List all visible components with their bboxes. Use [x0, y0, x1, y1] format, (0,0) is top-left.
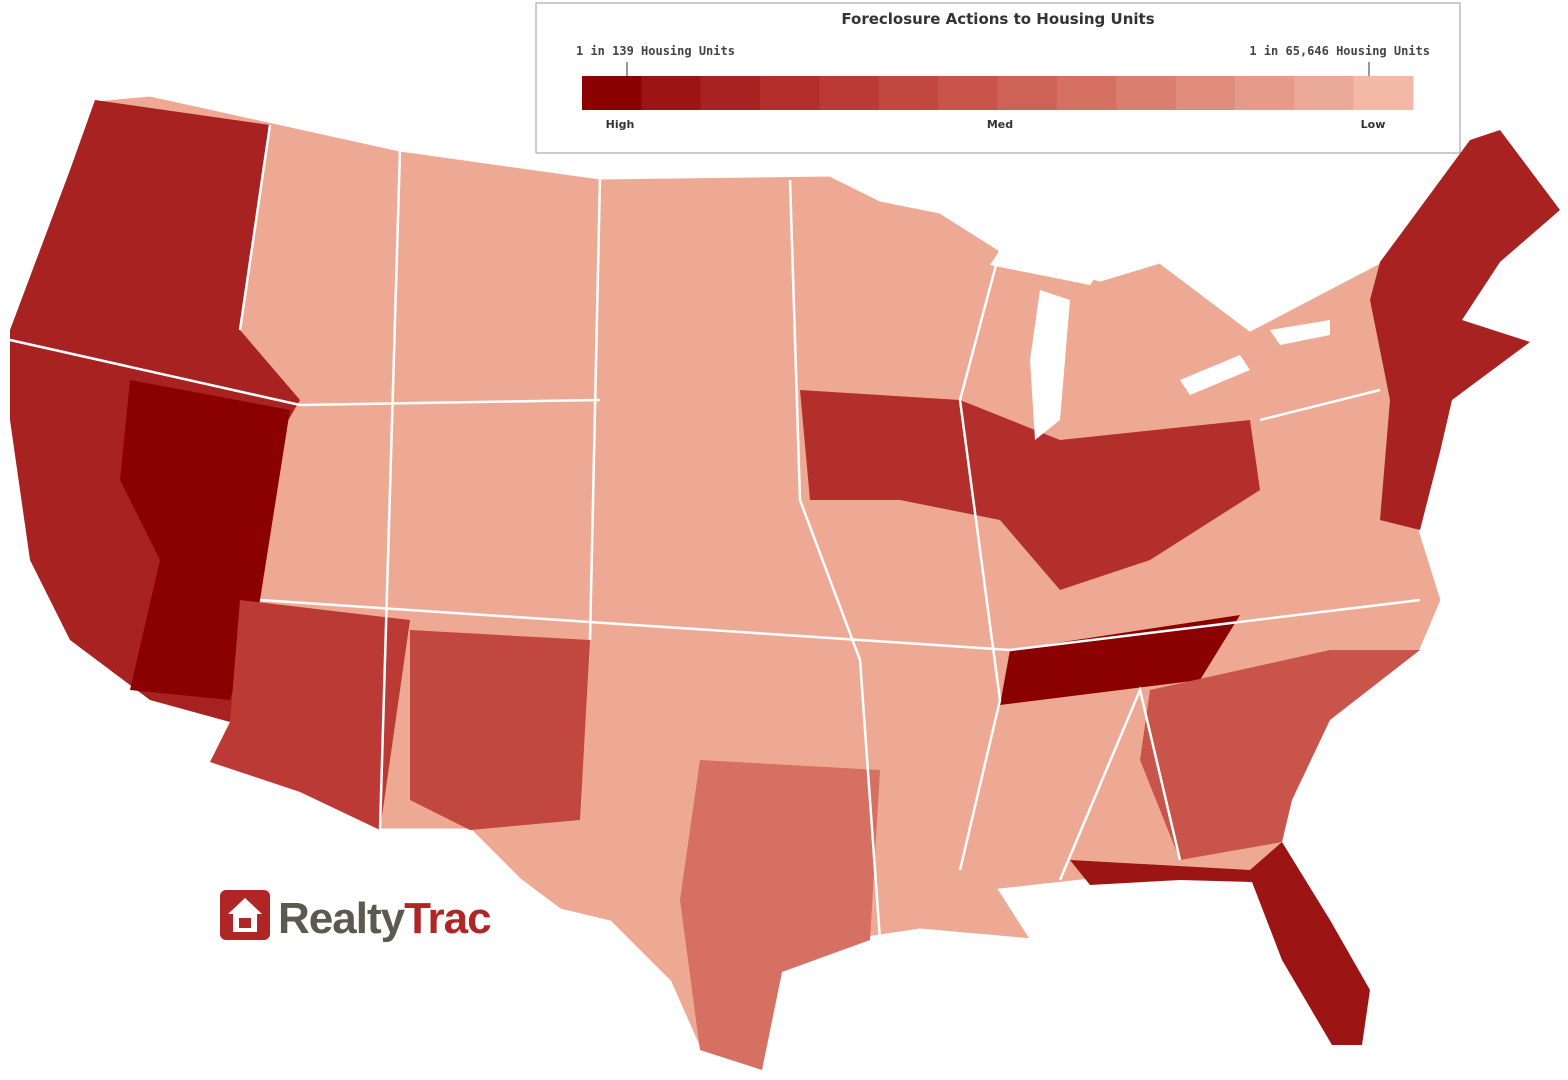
legend-swatch	[819, 76, 880, 110]
legend-swatch	[878, 76, 939, 110]
legend-swatch	[1175, 76, 1236, 110]
legend-swatch	[997, 76, 1058, 110]
logo-word: Realty	[278, 894, 406, 943]
legend-swatch	[700, 76, 761, 110]
legend-ramp	[582, 76, 1414, 110]
region-arizona	[210, 600, 410, 830]
great-lakes	[990, 250, 1330, 440]
logo: RealtyTrac	[220, 890, 492, 943]
region-texas-east	[680, 760, 880, 1070]
legend-low-label: 1 in 65,646 Housing Units	[1249, 44, 1430, 58]
legend-swatch	[1116, 76, 1177, 110]
region-midwest	[800, 390, 1260, 590]
region-florida	[1070, 842, 1370, 1045]
logo-house	[228, 898, 262, 932]
region-northeast	[1370, 130, 1560, 530]
region-tennessee	[1000, 615, 1240, 705]
legend-levels: High Med Low	[606, 118, 1386, 131]
us-map	[8, 93, 1563, 1072]
legend-level: High	[606, 118, 635, 131]
legend-high-label: 1 in 139 Housing Units	[576, 44, 735, 58]
legend-swatch	[582, 76, 642, 110]
legend-swatch	[1353, 76, 1414, 110]
logo-text: RealtyTrac	[278, 894, 491, 943]
region-new-mexico	[410, 630, 590, 830]
legend-swatch	[1294, 76, 1355, 110]
legend-swatch	[641, 76, 702, 110]
legend-swatch	[1056, 76, 1117, 110]
legend-swatch	[938, 76, 998, 110]
legend-swatch	[760, 76, 820, 110]
legend-swatch	[1234, 76, 1295, 110]
logo-word: Trac	[404, 894, 491, 943]
legend-level: Med	[987, 118, 1013, 131]
state-borders	[9, 124, 1421, 941]
region-southeast	[1140, 650, 1420, 860]
legend: Foreclosure Actions to Housing Units 1 i…	[535, 2, 1461, 154]
legend-level: Low	[1361, 118, 1386, 131]
legend-title: Foreclosure Actions to Housing Units	[841, 10, 1154, 28]
